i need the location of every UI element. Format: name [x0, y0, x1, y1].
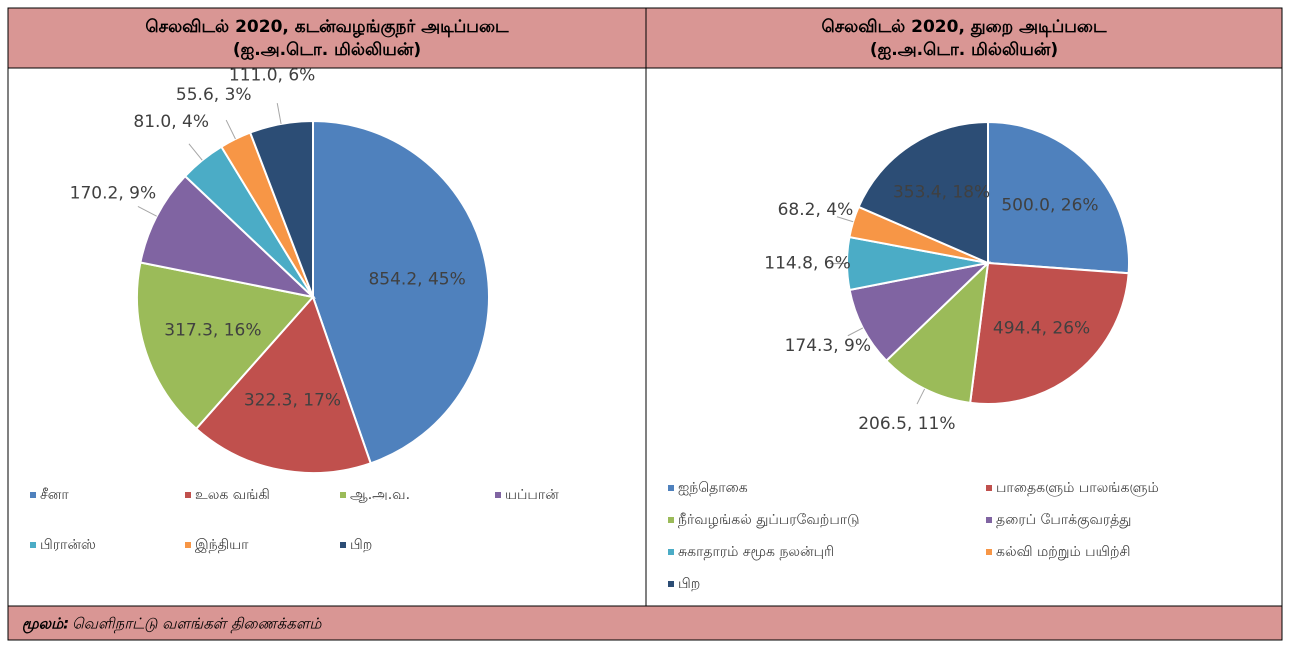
- data-label: 494.4, 26%: [993, 318, 1090, 338]
- data-label: 322.3, 17%: [244, 391, 341, 411]
- data-label: 81.0, 4%: [133, 112, 209, 132]
- data-label: 55.6, 3%: [176, 85, 252, 105]
- footer-band: [7, 605, 1283, 641]
- legend-label: சுகாதாரம் சமூக நலன்புரி: [678, 544, 834, 560]
- pie-slice: [139, 174, 317, 299]
- legend-swatch: [986, 517, 992, 523]
- data-label: 170.2, 9%: [70, 184, 156, 204]
- legend-label: யப்பான்: [505, 487, 559, 503]
- legend-swatch: [986, 485, 992, 491]
- leader-line: [276, 103, 282, 125]
- data-label: 114.8, 6%: [764, 254, 850, 274]
- legend-swatch: [668, 581, 674, 587]
- source-label: மூலம்:: [22, 615, 69, 634]
- data-label: 353.4, 18%: [893, 182, 990, 202]
- source-text: வெளிநாட்டு வளங்கள் திணைக்களம்: [72, 615, 322, 635]
- legend-label: பிற: [350, 537, 372, 553]
- leader-line: [916, 388, 926, 405]
- legend-label: உலக வங்கி: [195, 487, 270, 503]
- data-label: 854.2, 45%: [368, 269, 465, 289]
- pie-slice: [857, 120, 989, 265]
- legend-swatch: [668, 549, 674, 555]
- header-band: [7, 7, 1283, 69]
- leader-line: [225, 119, 236, 140]
- legend-label: கல்வி மற்றும் பயிற்சி: [996, 544, 1130, 560]
- leader-line: [188, 143, 203, 161]
- legend-swatch: [185, 542, 191, 548]
- chart-subtitle: (ஐ.அ.டொ. மில்லியன்): [233, 40, 421, 60]
- data-label: 68.2, 4%: [778, 200, 854, 220]
- legend-label: பாதைகளும் பாலங்களும்: [996, 480, 1159, 497]
- pie-slice: [136, 261, 315, 431]
- data-label: 111.0, 6%: [229, 65, 315, 85]
- legend-label: இந்தியா: [195, 537, 249, 553]
- legend-label: நீர்வழங்கல் துப்பரவேற்பாடு: [678, 512, 860, 528]
- chart-subtitle: (ஐ.அ.டொ. மில்லியன்): [870, 40, 1058, 60]
- pie-slice: [312, 119, 490, 465]
- legend-swatch: [30, 492, 36, 498]
- leader-line: [836, 216, 854, 223]
- legend-swatch: [495, 492, 501, 498]
- legend-label: சீனா: [40, 487, 69, 503]
- legend-label: தரைப் போக்குவரத்து: [996, 512, 1131, 529]
- data-label: 317.3, 16%: [164, 321, 261, 341]
- leader-line: [847, 327, 864, 337]
- pie-slice: [969, 261, 1130, 405]
- data-label: 500.0, 26%: [1001, 195, 1098, 215]
- pie-slice: [194, 295, 372, 474]
- data-label: 174.3, 9%: [785, 336, 871, 356]
- chart-title: செலவிடல் 2020, கடன்வழங்குநர் அடிப்படை: [145, 17, 509, 37]
- legend-swatch: [185, 492, 191, 498]
- legend-label: பிரான்ஸ்: [40, 537, 96, 553]
- legend-swatch: [340, 492, 346, 498]
- legend-swatch: [340, 542, 346, 548]
- pie-slice: [848, 261, 992, 363]
- legend-swatch: [668, 517, 674, 523]
- data-label: 206.5, 11%: [858, 414, 955, 434]
- legend-label: ஐந்தொகை: [678, 480, 748, 496]
- legend-label: ஆ.அ.வ.: [350, 487, 410, 503]
- chart-title: செலவிடல் 2020, துறை அடிப்படை: [821, 17, 1106, 37]
- pie-slice: [987, 120, 1131, 275]
- legend-swatch: [30, 542, 36, 548]
- legend-label: பிற: [678, 576, 700, 592]
- legend-swatch: [668, 485, 674, 491]
- legend-swatch: [986, 549, 992, 555]
- leader-line: [137, 206, 157, 217]
